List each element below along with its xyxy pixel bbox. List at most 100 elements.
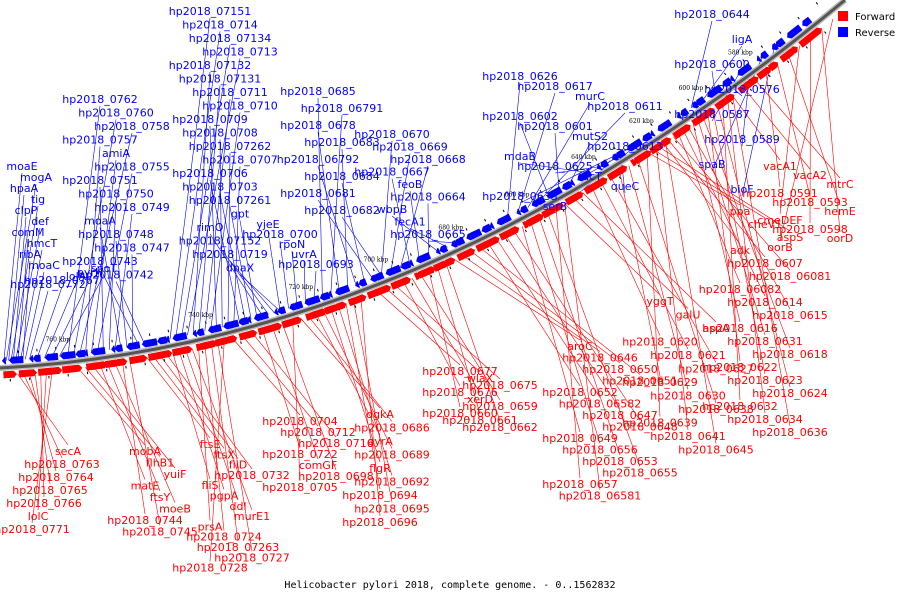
- reverse-connector-line: [400, 165, 429, 268]
- reverse-connector-line: [279, 240, 289, 309]
- scale-dash: [447, 236, 449, 240]
- reverse-connector-line: [341, 182, 365, 283]
- forward-gene-label: hp2018_0646: [562, 352, 637, 365]
- scale-dash: [391, 260, 394, 264]
- reverse-gene-label: yjeE: [256, 218, 279, 231]
- reverse-connector-line: [209, 179, 240, 323]
- forward-gene-feature: [421, 266, 436, 277]
- forward-connector-line: [85, 367, 161, 457]
- forward-connector-line: [107, 364, 161, 492]
- scale-dash: [449, 266, 452, 270]
- reverse-gene-feature: [400, 260, 412, 270]
- scale-dash: [637, 164, 640, 168]
- forward-gene-label: hp2018_0615: [752, 309, 827, 322]
- reverse-connector-line: [99, 227, 122, 349]
- forward-gene-label: ddl: [229, 500, 246, 513]
- forward-connector-line: [479, 247, 641, 375]
- reverse-gene-label: hp2018_0685: [280, 85, 355, 98]
- reverse-gene-label: hmcT: [27, 237, 58, 250]
- reverse-connector-line: [99, 186, 104, 351]
- reverse-gene-label: ribA: [19, 248, 42, 261]
- reverse-gene-feature: [32, 354, 41, 362]
- reverse-gene-label: uvrA: [291, 248, 317, 261]
- scale-dash: [600, 187, 603, 191]
- reverse-gene-feature: [90, 347, 104, 356]
- reverse-gene-label: hp2018_0762: [62, 93, 137, 106]
- reverse-connector-line: [131, 254, 134, 347]
- reverse-gene-feature: [44, 353, 51, 361]
- forward-gene-label: hp2018_0591: [742, 187, 817, 200]
- forward-gene-label: hp2018_0647: [582, 409, 657, 422]
- tick-label: 600 kbp: [679, 85, 704, 92]
- forward-gene-label: hp2018_0622: [702, 361, 777, 374]
- forward-gene-feature: [159, 350, 173, 359]
- forward-connector-line: [663, 143, 741, 245]
- reverse-gene-label: hp2018_07151: [169, 5, 251, 18]
- reverse-connector-line: [169, 17, 211, 340]
- reverse-gene-feature: [355, 281, 361, 288]
- reverse-gene-feature: [535, 195, 546, 206]
- forward-gene-feature: [656, 141, 664, 150]
- tick-label: 760 kbp: [45, 336, 70, 343]
- reverse-gene-feature: [111, 345, 116, 353]
- tick-label: 640 kbp: [571, 154, 596, 161]
- forward-gene-label: hp2018_06082: [699, 283, 781, 296]
- forward-gene-label: murE1: [234, 510, 270, 523]
- reverse-gene-feature: [63, 350, 76, 359]
- forward-gene-label: hp2018_0593: [772, 196, 847, 209]
- forward-gene-label: mobA: [129, 445, 161, 458]
- scale-dash: [668, 111, 672, 114]
- reverse-gene-feature: [481, 223, 493, 234]
- forward-gene-feature: [683, 124, 691, 132]
- forward-gene-label: hp2018_0727: [214, 551, 289, 564]
- reverse-gene-label: hp2018_0758: [94, 120, 169, 133]
- reverse-gene-feature: [665, 119, 673, 127]
- reverse-connector-line: [341, 216, 382, 276]
- forward-gene-label: hp2018_06582: [559, 398, 641, 411]
- forward-gene-label: matE: [131, 480, 160, 493]
- reverse-connector-line: [8, 194, 25, 361]
- forward-connector-line: [702, 116, 791, 349]
- reverse-gene-feature: [114, 344, 123, 353]
- strand-legend: Forward Reverse: [838, 11, 895, 39]
- reverse-connector-line: [427, 203, 430, 256]
- forward-gene-label: hp2018_0618: [752, 348, 827, 361]
- forward-connector-line: [172, 352, 211, 480]
- reverse-gene-feature: [562, 180, 573, 191]
- reverse-gene-label: hp2018_0719: [192, 248, 267, 261]
- forward-connector-line: [211, 344, 239, 542]
- reverse-gene-label: pyrH: [77, 266, 103, 279]
- reverse-gene-label: hp2018_07132: [169, 59, 251, 72]
- forward-connector-line: [232, 338, 301, 416]
- reverse-gene-label: fecA1: [394, 216, 425, 229]
- scale-dash: [613, 146, 616, 150]
- reverse-connector-line: [239, 274, 281, 312]
- scale-dash: [278, 330, 281, 334]
- reverse-gene-label: hp2018_07261: [189, 194, 271, 207]
- reverse-gene-feature: [531, 199, 539, 208]
- reverse-gene-feature: [642, 131, 653, 142]
- forward-gene-label: hp2018_0624: [752, 387, 827, 400]
- forward-gene-label: aspA: [703, 322, 730, 335]
- reverse-connector-line: [219, 247, 269, 315]
- forward-gene-label: hp2018_0636: [752, 426, 827, 439]
- forward-connector-line: [727, 99, 766, 414]
- scale-dash: [373, 298, 376, 301]
- reverse-gene-label: hp2018_0707: [202, 154, 277, 167]
- scale-dash: [259, 336, 261, 339]
- forward-gene-label: galU: [676, 309, 701, 322]
- scale-dash: [261, 306, 263, 310]
- reverse-gene-feature: [211, 324, 223, 333]
- tick-label: 720 kbp: [288, 284, 313, 291]
- forward-connector-line: [360, 298, 381, 517]
- forward-gene-feature: [444, 257, 456, 267]
- forward-connector-line: [776, 62, 811, 197]
- forward-connector-line: [521, 226, 581, 433]
- reverse-gene-label: hp2018_0669: [372, 141, 447, 154]
- scale-dash: [687, 98, 690, 102]
- reverse-gene-label: gpt: [231, 208, 250, 221]
- forward-gene-feature: [618, 165, 628, 174]
- forward-connector-line: [204, 345, 225, 531]
- forward-connector-line: [323, 311, 393, 449]
